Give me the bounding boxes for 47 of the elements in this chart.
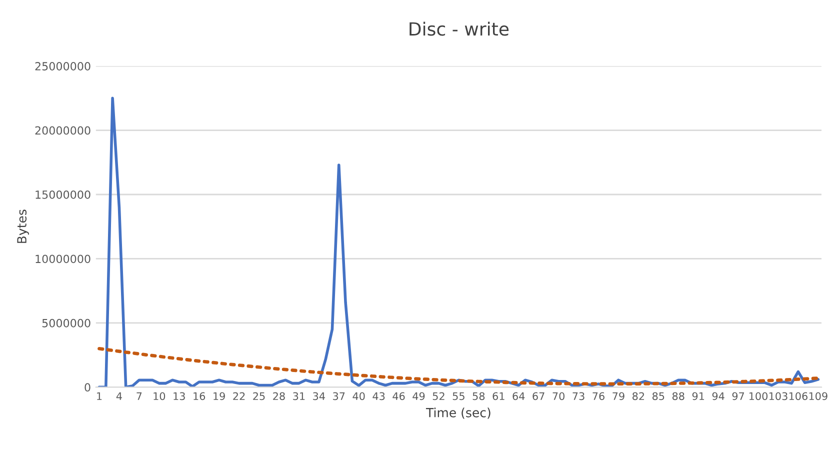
x-tick-label: 7 xyxy=(136,392,142,400)
x-tick-label: 85 xyxy=(652,392,664,400)
line-series xyxy=(98,346,820,386)
x-tick-label: 103 xyxy=(769,392,788,400)
x-tick-label: 88 xyxy=(672,392,684,400)
x-tick-label: 43 xyxy=(372,392,385,400)
x-axis-title: Time (sec) xyxy=(426,408,490,419)
y-tick-label: 20000000 xyxy=(35,126,90,135)
x-tick-label: 10 xyxy=(154,392,166,400)
x-tick-label: 13 xyxy=(174,392,185,400)
x-tick-label: 73 xyxy=(572,392,584,400)
x-tick-label: 91 xyxy=(692,392,704,400)
x-tick-label: 82 xyxy=(632,392,644,400)
x-tick-label: 34 xyxy=(313,392,325,400)
x-tick-label: 46 xyxy=(392,392,405,400)
chart-title: Disc - write xyxy=(410,22,509,36)
x-tick-label: 76 xyxy=(592,392,604,400)
x-tick-label: 67 xyxy=(532,392,544,400)
x-tick-label: 28 xyxy=(273,392,285,400)
y-tick-label: 15000000 xyxy=(36,190,90,199)
x-tick-label: 109 xyxy=(809,392,828,400)
x-tick-label: 58 xyxy=(472,392,485,400)
x-tick-label: 100 xyxy=(749,392,768,400)
x-tick-label: 106 xyxy=(789,392,808,400)
x-tick-label: 97 xyxy=(732,392,744,400)
x-tick-label: 19 xyxy=(214,392,225,400)
x-tick-label: 37 xyxy=(333,392,345,400)
x-tick-label: 22 xyxy=(233,392,245,400)
x-tick-label: 64 xyxy=(512,392,525,400)
x-tick-label: 61 xyxy=(492,392,504,400)
x-tick-label: 31 xyxy=(293,392,305,400)
x-tick-label: 94 xyxy=(712,392,724,400)
x-tick-label: 55 xyxy=(452,392,464,400)
y-tick-label: 10000000 xyxy=(36,254,90,264)
x-tick-label: 40 xyxy=(352,392,365,400)
x-tick-label: 49 xyxy=(412,392,425,400)
x-tick-label: 16 xyxy=(194,392,206,400)
y-tick-label: 25000000 xyxy=(35,62,90,70)
x-tick-label: 70 xyxy=(552,392,564,400)
y-axis-title: Bytes xyxy=(17,210,29,243)
y-tick-label: 5000000 xyxy=(42,318,90,328)
x-tick-label: 25 xyxy=(253,392,265,400)
x-tick-label: 52 xyxy=(432,392,444,400)
x-tick-label: 79 xyxy=(612,392,624,400)
y-tick-label: 0 xyxy=(84,383,90,392)
x-tick-label: 4 xyxy=(116,392,122,400)
x-tick-label: 1 xyxy=(97,392,102,400)
